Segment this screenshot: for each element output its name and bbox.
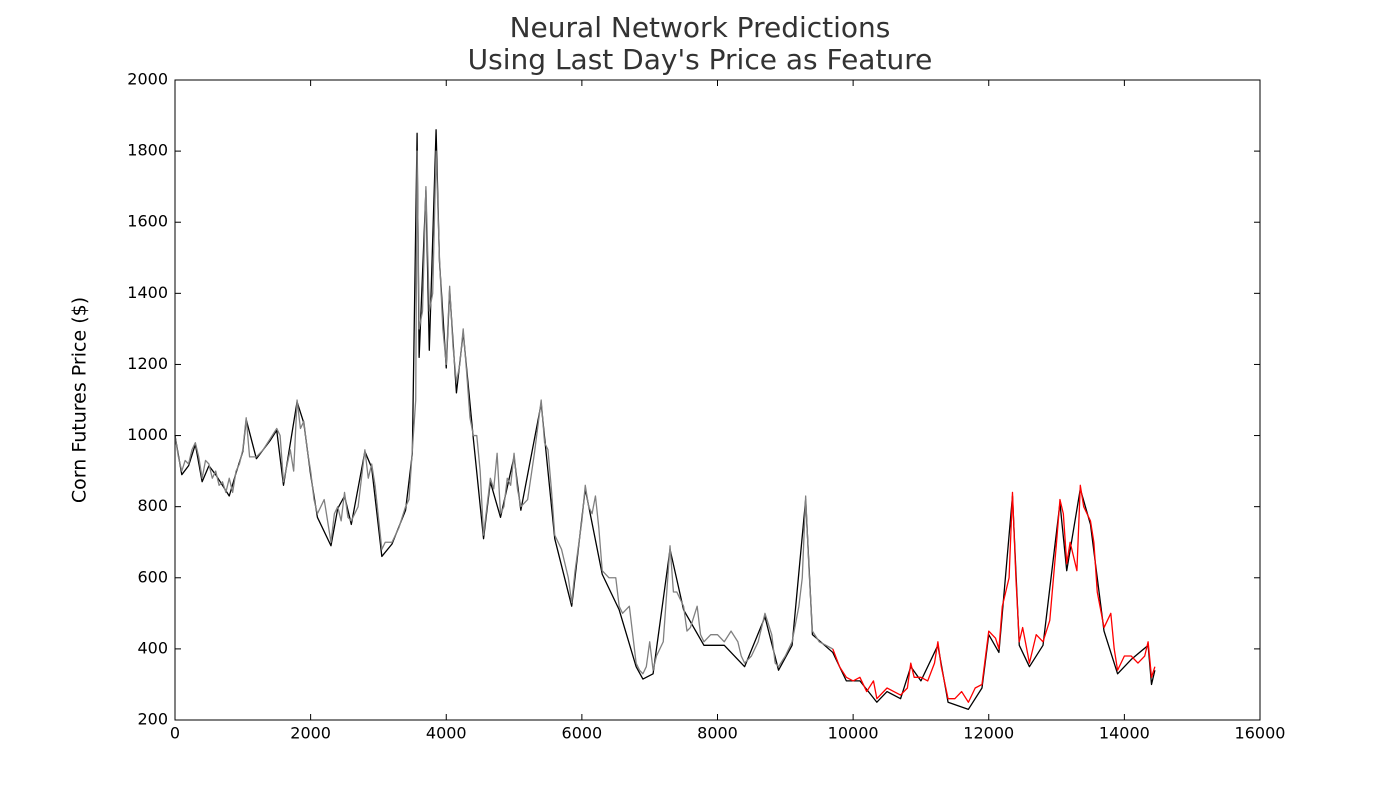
x-tick-label: 4000: [426, 724, 467, 743]
y-tick-label: 1800: [127, 141, 168, 160]
y-tick-label: 600: [137, 567, 168, 586]
y-tick-label: 400: [137, 638, 168, 657]
x-tick-label: 12000: [963, 724, 1014, 743]
y-tick-label: 2000: [127, 70, 168, 89]
x-tick-label: 8000: [697, 724, 738, 743]
data-line: [174, 150, 834, 675]
x-tick-label: 14000: [1099, 724, 1150, 743]
chart-title: Using Last Day's Price as Feature: [468, 43, 933, 76]
chart-title: Neural Network Predictions: [510, 11, 891, 44]
data-line: [832, 484, 1156, 703]
x-tick-label: 2000: [290, 724, 331, 743]
y-tick-label: 1200: [127, 354, 168, 373]
x-tick-label: 10000: [828, 724, 879, 743]
x-tick-label: 16000: [1235, 724, 1286, 743]
y-tick-label: 800: [137, 496, 168, 515]
x-tick-label: 0: [170, 724, 180, 743]
x-tick-label: 6000: [562, 724, 603, 743]
plot-frame: [174, 79, 1261, 721]
y-tick-label: 1400: [127, 283, 168, 302]
y-axis-label: Corn Futures Price ($): [69, 297, 91, 503]
y-tick-label: 1600: [127, 212, 168, 231]
y-tick-label: 1000: [127, 425, 168, 444]
y-tick-label: 200: [137, 710, 168, 729]
